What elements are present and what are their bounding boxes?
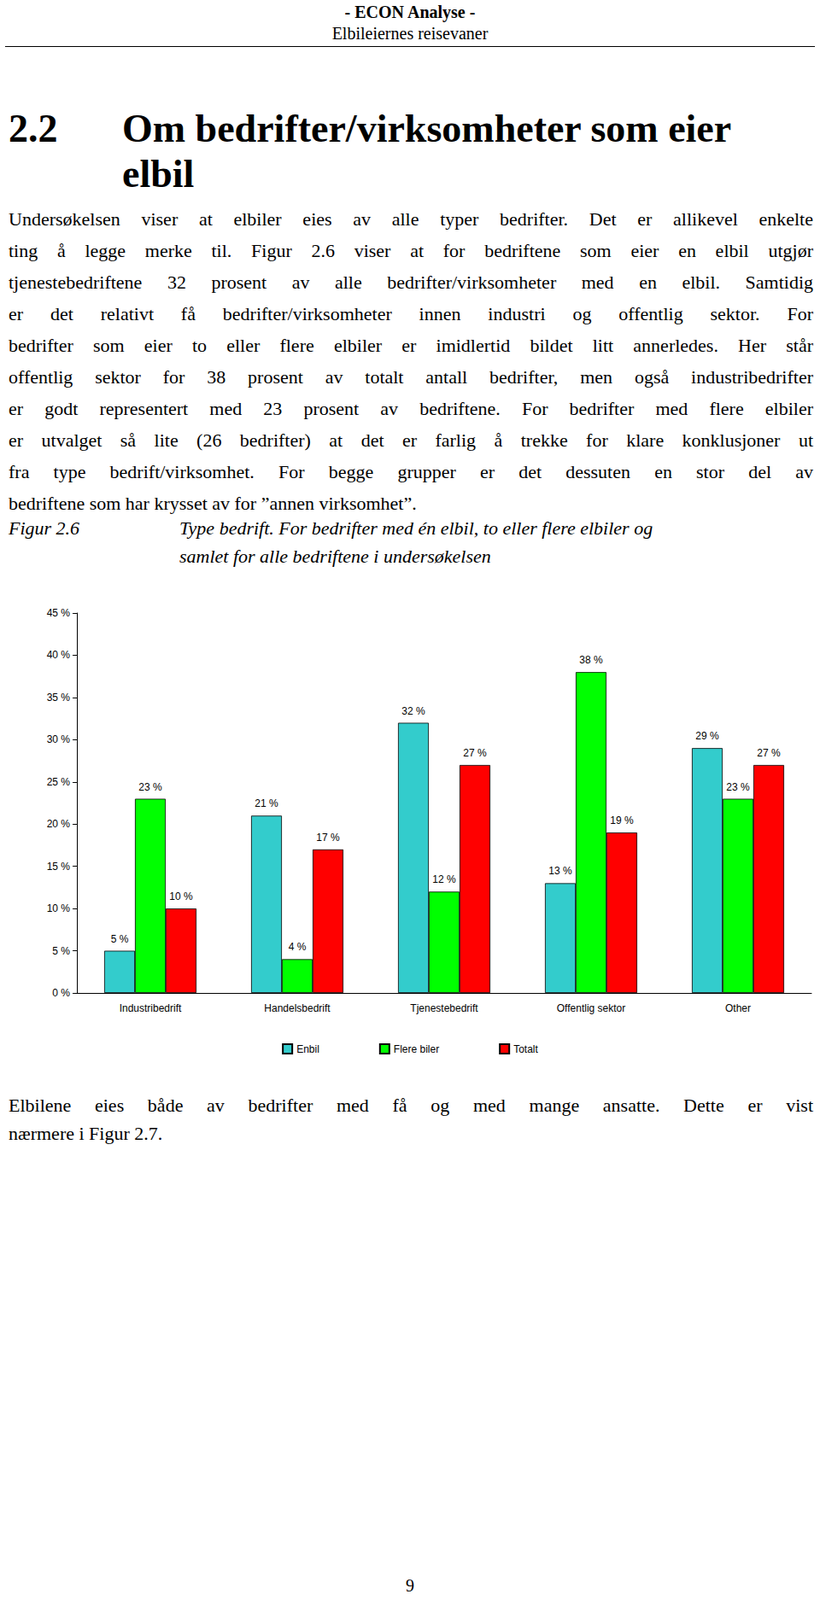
html-text:nærmere i Figur 2.7.: nærmere i Figur 2.7. (8, 1123, 163, 1145)
svg-text:10 %: 10 % (169, 890, 194, 903)
html-text:er godt representert med 23 pr: er godt representert med 23 prosent av b… (8, 398, 814, 420)
svg-text:32 %: 32 % (401, 705, 426, 718)
svg-text:5 %: 5 % (111, 933, 129, 946)
html-text:ting å legge merke til. Figur: ting å legge merke til. Figur 2.6 viser … (8, 240, 814, 262)
html-text:Undersøkelsen viser at elbiler: Undersøkelsen viser at elbiler eies av a… (8, 208, 814, 230)
svg-text:Enbil: Enbil (296, 1043, 320, 1056)
svg-text:23 %: 23 % (726, 781, 750, 794)
svg-text:12 %: 12 % (432, 873, 457, 886)
svg-text:27 %: 27 % (462, 747, 487, 760)
svg-text:Industribedrift: Industribedrift (119, 1002, 182, 1015)
html-text:Figur 2.6: Figur 2.6 (8, 517, 80, 539)
svg-text:17 %: 17 % (316, 831, 340, 844)
svg-text:45 %: 45 % (46, 607, 71, 620)
svg-text:25 %: 25 % (46, 776, 71, 789)
svg-text:5 %: 5 % (52, 945, 71, 958)
html-text:- ECON Analyse -: - ECON Analyse - (344, 2, 476, 22)
html-text:samlet for alle bedriftene i u: samlet for alle bedriftene i undersøkels… (179, 545, 491, 568)
svg-text:35 %: 35 % (46, 691, 71, 704)
html-text:er utvalget så lite (26 bedrif: er utvalget så lite (26 bedrifter) at de… (8, 429, 814, 451)
svg-text:29 %: 29 % (695, 730, 720, 743)
svg-text:0 %: 0 % (52, 987, 71, 1000)
svg-text:15 %: 15 % (46, 861, 71, 873)
svg-text:13 %: 13 % (548, 865, 573, 878)
html-text:tjenestebedriftene 32 prosent: tjenestebedriftene 32 prosent av alle be… (8, 271, 814, 293)
svg-text:30 %: 30 % (46, 733, 71, 746)
html-text:offentlig sektor for 38 prosen: offentlig sektor for 38 prosent av total… (8, 366, 814, 388)
html-text:bedrifter som eier to eller fl: bedrifter som eier to eller flere elbile… (8, 334, 814, 357)
svg-text:Other: Other (725, 1002, 751, 1015)
html-text:2.2: 2.2 (8, 106, 58, 151)
svg-text:Totalt: Totalt (513, 1043, 539, 1056)
svg-text:Tjenestebedrift: Tjenestebedrift (410, 1002, 479, 1015)
svg-text:38 %: 38 % (579, 654, 604, 667)
svg-text:23 %: 23 % (138, 781, 163, 794)
html-text:Om bedrifter/virksomheter som: Om bedrifter/virksomheter som eier (122, 106, 732, 151)
svg-text:27 %: 27 % (756, 747, 781, 760)
html-text:bedriftene som har krysset av: bedriftene som har krysset av for ”annen… (8, 492, 417, 515)
html-text:elbil: elbil (122, 152, 195, 196)
html-text:Type bedrift. For bedrifter me: Type bedrift. For bedrifter med én elbil… (179, 517, 653, 539)
html-text:Elbileiernes reisevaner: Elbileiernes reisevaner (332, 23, 488, 43)
html-text:fra type bedrift/virksomhet. F: fra type bedrift/virksomhet. For begge g… (8, 461, 814, 483)
svg-text:Offentlig sektor: Offentlig sektor (556, 1002, 626, 1015)
svg-text:19 %: 19 % (609, 814, 634, 827)
html-text:9: 9 (405, 1576, 415, 1596)
svg-text:Flere biler: Flere biler (393, 1043, 440, 1056)
svg-text:20 %: 20 % (46, 818, 71, 831)
svg-text:4 %: 4 % (288, 941, 307, 954)
svg-text:21 %: 21 % (254, 797, 279, 810)
svg-text:Handelsbedrift: Handelsbedrift (263, 1002, 331, 1015)
svg-text:40 %: 40 % (46, 649, 71, 662)
html-text:er det relativt få bedrifter/v: er det relativt få bedrifter/virksomhete… (8, 303, 814, 325)
html-text:Elbilene eies både av bedrifte: Elbilene eies både av bedrifter med få o… (8, 1095, 814, 1117)
svg-text:10 %: 10 % (46, 902, 71, 915)
